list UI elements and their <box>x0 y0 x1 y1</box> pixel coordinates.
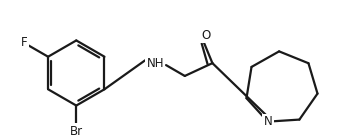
Text: NH: NH <box>146 57 164 70</box>
Text: O: O <box>202 29 211 42</box>
Text: Br: Br <box>70 125 83 138</box>
Text: F: F <box>21 36 27 49</box>
Text: N: N <box>263 115 272 128</box>
